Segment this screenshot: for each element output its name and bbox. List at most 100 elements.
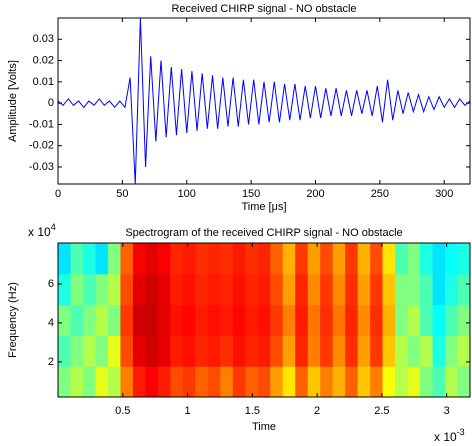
spectrogram-cell [145, 243, 159, 275]
spectrogram-cell [282, 243, 296, 275]
spectrogram-cell [357, 366, 371, 398]
spectrogram-cell [170, 366, 184, 398]
spectrogram-cell [207, 273, 221, 306]
spectrogram-cell [270, 273, 284, 306]
y-tick-label: 0.03 [33, 33, 54, 45]
spectrogram-cell [95, 304, 109, 336]
axes-box [57, 242, 471, 398]
y-tick-label: -0.01 [29, 118, 54, 130]
x-tick-label: 300 [435, 188, 453, 200]
spectrogram-cell [320, 335, 334, 367]
spectrogram-cell [70, 366, 84, 398]
spectrogram-cell [70, 335, 84, 367]
spectrogram-cell [420, 273, 434, 306]
spectrogram-cell [307, 243, 321, 275]
spectrogram-cell [320, 366, 334, 398]
spectrogram-cell [295, 304, 309, 336]
spectrogram-cell [332, 273, 346, 306]
spectrogram-cell [82, 304, 96, 336]
spectrogram-cell [82, 366, 96, 398]
spectrogram-cell [232, 273, 246, 306]
spectrogram-cell [345, 304, 359, 336]
spectrogram-cell [395, 304, 409, 336]
spectrogram-cell [307, 304, 321, 336]
spectrogram-cell [145, 335, 159, 367]
spectrogram-cell [120, 243, 134, 275]
spectrogram-cell [120, 335, 134, 367]
spectrogram-cell [370, 366, 384, 398]
spectrogram-cell [195, 335, 209, 367]
x-tick-label: 1 [184, 405, 190, 417]
x-tick-label: 50 [116, 188, 128, 200]
spectrogram-cell [107, 304, 121, 336]
spectrogram-cell [220, 366, 234, 398]
spectrogram-cell [370, 273, 384, 306]
y-tick-label: -0.03 [29, 161, 54, 173]
y-multiplier: x 104 [28, 222, 56, 239]
spectrogram-cell [207, 366, 221, 398]
x-tick-label: 250 [371, 188, 389, 200]
y-tick-label: 4 [48, 317, 54, 329]
spectrogram-cell [58, 335, 71, 367]
spectrogram-cell [157, 273, 171, 306]
spectrogram-cell [457, 304, 471, 336]
spectrogram-cell [420, 366, 434, 398]
spectrogram-cell [182, 273, 196, 306]
spectrogram-cell [420, 304, 434, 336]
spectrogram-cell [132, 304, 146, 336]
spectrogram-cell [170, 335, 184, 367]
spectrogram-cell [270, 366, 284, 398]
spectrogram-cell [95, 273, 109, 306]
spectrogram-cell [332, 304, 346, 336]
spectrogram-cell [295, 243, 309, 275]
spectrogram-cell [395, 243, 409, 275]
spectrogram-cell [195, 243, 209, 275]
spectrogram-cell [370, 335, 384, 367]
spectrogram-cell [345, 243, 359, 275]
spectrogram-cell [345, 366, 359, 398]
spectrogram-cell [245, 366, 259, 398]
spectrogram-cell [382, 273, 396, 306]
spectrogram-cell [145, 366, 159, 398]
chart-title: Spectrogram of the received CHIRP signal… [125, 227, 402, 239]
spectrogram-cell [332, 366, 346, 398]
spectrogram-cell [145, 273, 159, 306]
spectrogram-cell [70, 243, 84, 275]
spectrogram-cell [432, 335, 446, 367]
spectrogram-cell [182, 366, 196, 398]
spectrogram-cell [407, 273, 421, 306]
spectrogram-cell [295, 335, 309, 367]
spectrogram-cell [370, 243, 384, 275]
spectrogram-cell [58, 304, 71, 336]
spectrogram-cell [257, 335, 271, 367]
spectrogram-cell [232, 304, 246, 336]
spectrogram-cell [95, 366, 109, 398]
spectrogram-cell [457, 335, 471, 367]
spectrogram-cell [420, 335, 434, 367]
spectrogram-cell [432, 243, 446, 275]
x-tick-label: 100 [178, 188, 196, 200]
spectrogram-cell [220, 273, 234, 306]
spectrogram-cell [395, 273, 409, 306]
spectrogram-cell [395, 366, 409, 398]
spectrogram-cell [395, 335, 409, 367]
spectrogram-cell [357, 335, 371, 367]
y-multiplier-base: x 10 [28, 225, 51, 239]
spectrogram-cell [332, 243, 346, 275]
spectrogram-cell [295, 273, 309, 306]
spectrogram-cell [220, 243, 234, 275]
spectrogram-cell [82, 273, 96, 306]
spectrogram-cell [257, 366, 271, 398]
spectrogram-cell [257, 243, 271, 275]
spectrogram-cell [182, 304, 196, 336]
spectrogram-cell [120, 304, 134, 336]
spectrogram-cell [457, 273, 471, 306]
spectrogram-cell [420, 243, 434, 275]
y-tick-label: -0.02 [29, 140, 54, 152]
spectrogram-cell [282, 335, 296, 367]
y-tick-label: 6 [48, 278, 54, 290]
spectrogram-cell [457, 243, 471, 275]
spectrogram-cell [107, 335, 121, 367]
spectrogram-cell [107, 243, 121, 275]
